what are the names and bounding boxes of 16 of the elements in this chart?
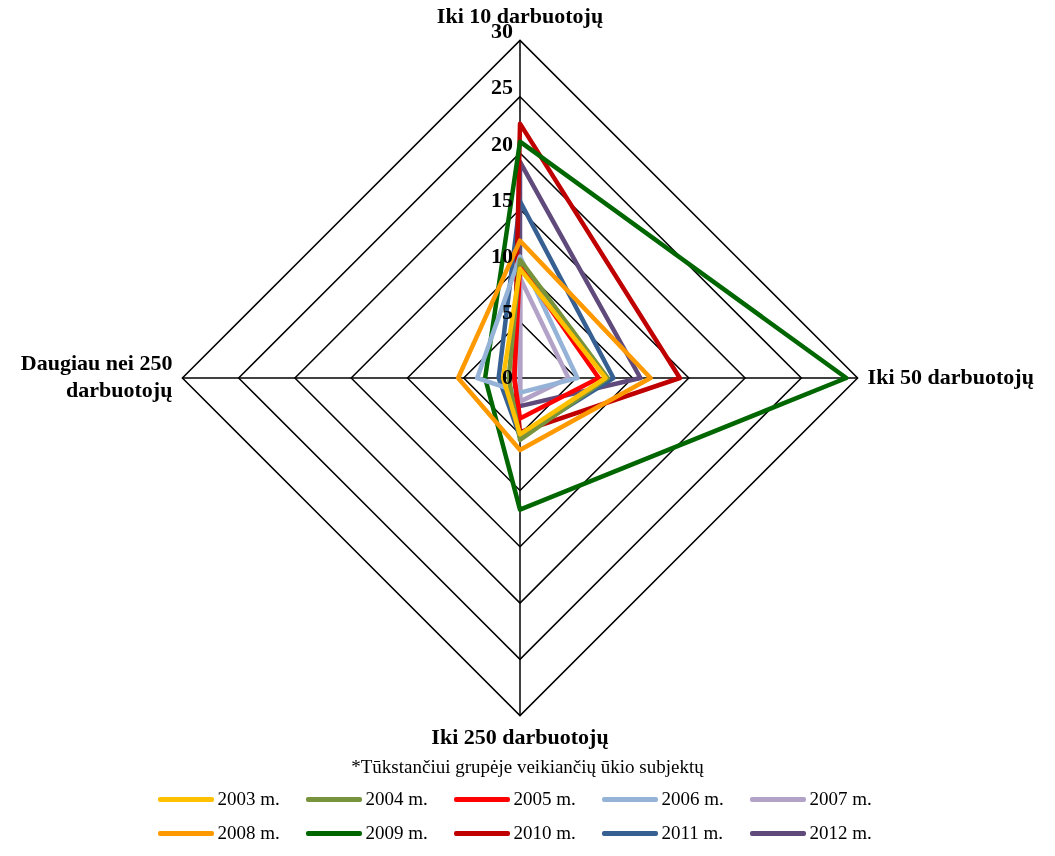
legend-label: 2012 m.	[809, 822, 872, 844]
spoke-label: Iki 50 darbuotojų	[867, 363, 1034, 389]
legend-label: 2006 m.	[661, 788, 724, 810]
y-tick-label: 20	[491, 130, 513, 156]
legend-label: 2004 m.	[365, 788, 428, 810]
legend-label: 2009 m.	[365, 822, 428, 844]
legend-label: 2011 m.	[661, 822, 724, 844]
legend-label: 2010 m.	[513, 822, 576, 844]
spoke-label: Daugiau nei 250 darbuotojų	[20, 350, 173, 402]
legend-label: 2005 m.	[513, 788, 576, 810]
legend-label: 2003 m.	[217, 788, 280, 810]
spoke-label: Iki 250 darbuotojų	[431, 724, 609, 750]
legend-label: 2007 m.	[809, 788, 872, 810]
text: *Tūkstančiui grupėje veikiančių ūkio subjektų	[350, 756, 705, 779]
y-tick-label: 25	[491, 74, 513, 100]
legend-label: 2008 m.	[217, 822, 280, 844]
